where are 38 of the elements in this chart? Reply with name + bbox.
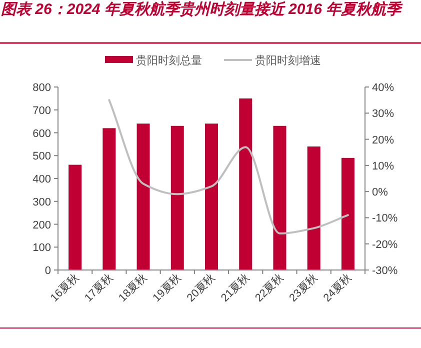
x-tick-label: 22夏秋 [253,272,286,304]
legend-label: 贵阳时刻增速 [255,54,321,67]
x-tick-label: 20夏秋 [184,272,218,304]
y-tick-label: 600 [32,128,51,140]
bar [170,126,184,270]
y-tick-label: 200 [32,219,51,232]
bar [341,158,354,270]
y-tick-label: 300 [32,196,51,208]
y-tick-label: 800 [32,82,51,94]
y2-tick-label: 0% [372,186,388,199]
y-tick-label: 400 [32,174,51,186]
bar [307,146,320,270]
y2-tick-label: 20% [372,134,394,146]
x-tick-label: 23夏秋 [287,272,320,304]
x-tick-label: 19夏秋 [150,272,184,304]
bar [102,128,116,270]
x-tick-label: 24夏秋 [321,272,354,304]
y-tick-label: 700 [32,104,51,117]
x-tick-label: 17夏秋 [82,272,116,304]
y2-tick-label: -20% [372,238,398,251]
y2-tick-label: 30% [372,108,394,120]
line-series [108,99,349,234]
bar [68,164,82,270]
legend-label: 贵阳时刻总量 [136,54,202,67]
y2-tick-label: 10% [372,160,394,172]
x-tick-label: 21夏秋 [219,272,252,304]
bar [273,126,286,270]
bar [239,98,252,270]
y-tick-label: 500 [32,150,51,163]
y-tick-label: 100 [32,242,51,254]
bar [205,124,218,270]
chart-title: 图表 26：2024 年夏秋航季贵州时刻量接近 2016 年夏秋航季 [0,0,404,19]
y2-tick-label: -30% [372,265,398,277]
y-tick-label: 0 [44,265,51,277]
y2-tick-label: 40% [372,82,394,94]
x-tick-label: 18夏秋 [116,272,150,304]
bar [136,124,150,270]
y2-tick-label: -10% [372,212,398,225]
